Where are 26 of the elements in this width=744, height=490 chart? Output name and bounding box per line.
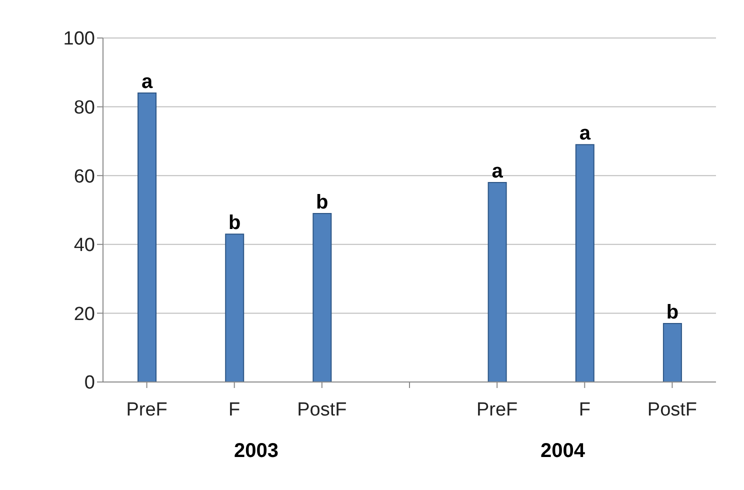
data-label: b <box>316 191 328 214</box>
bar <box>575 144 594 382</box>
bar <box>312 212 332 382</box>
data-label: a <box>141 71 154 94</box>
data-label: a <box>492 160 504 182</box>
y-tick-label: 20 <box>74 304 95 325</box>
y-tick-label: 100 <box>63 28 95 50</box>
x-tick-label: PreF <box>476 399 518 420</box>
data-label: a <box>579 122 592 145</box>
data-label: b <box>228 212 241 234</box>
y-tick-label: 40 <box>74 235 95 256</box>
bar <box>662 323 682 382</box>
x-tick-label: PreF <box>126 399 168 420</box>
y-tick-label: 80 <box>74 98 95 119</box>
x-tick-label: PostF <box>297 399 347 420</box>
data-label: b <box>666 302 679 324</box>
x-tick-label: PostF <box>647 399 698 420</box>
text: 2004 <box>540 440 586 463</box>
bar <box>225 234 244 382</box>
x-tick-label: F <box>228 399 240 420</box>
text: 2003 <box>233 440 280 463</box>
y-tick-label: 60 <box>74 166 95 188</box>
bar <box>138 92 157 382</box>
x-tick-label: F <box>578 399 590 420</box>
y-tick-label: 0 <box>84 372 95 394</box>
bar <box>488 182 507 382</box>
